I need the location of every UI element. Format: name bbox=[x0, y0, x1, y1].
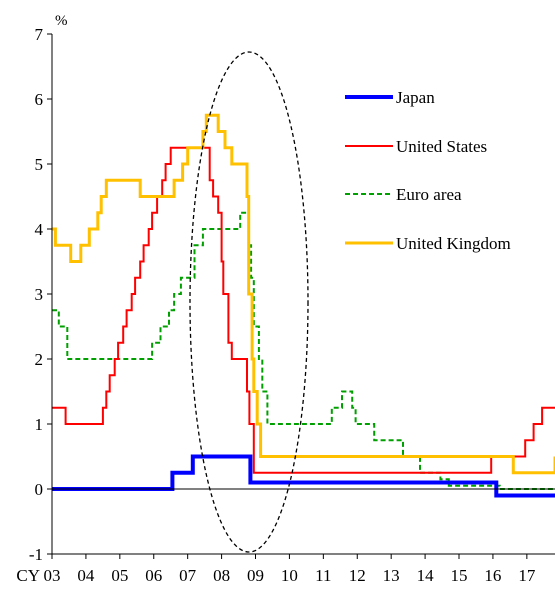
x-tick-label: 09 bbox=[247, 566, 264, 585]
y-tick-label: 2 bbox=[35, 350, 44, 369]
highlight-ellipse bbox=[189, 51, 309, 553]
x-tick-label: 10 bbox=[281, 566, 298, 585]
series-line-euro-area bbox=[52, 211, 555, 490]
x-tick-label: 14 bbox=[417, 566, 435, 585]
series-line-united-states bbox=[52, 146, 555, 474]
x-tick-label: 11 bbox=[315, 566, 331, 585]
legend-label-united-kingdom: United Kingdom bbox=[396, 234, 511, 253]
y-tick-label: 6 bbox=[35, 90, 44, 109]
y-axis-unit-label: % bbox=[55, 13, 68, 29]
x-tick-label: 16 bbox=[484, 566, 501, 585]
legend: Japan United States Euro area United Kingdo… bbox=[345, 88, 511, 253]
y-tick-label: 7 bbox=[35, 25, 44, 44]
y-tick-label: 0 bbox=[35, 480, 44, 499]
y-tick-label: 5 bbox=[35, 155, 44, 174]
legend-label-japan: Japan bbox=[396, 88, 435, 107]
series-line-japan bbox=[52, 454, 555, 498]
x-tick-label: 06 bbox=[145, 566, 162, 585]
axes bbox=[47, 33, 555, 559]
y-tick-label: -1 bbox=[29, 545, 43, 564]
x-tick-label: 03 bbox=[44, 566, 61, 585]
legend-label-united-states: United States bbox=[396, 137, 487, 156]
x-tick-label: 05 bbox=[111, 566, 128, 585]
x-tick-label: 08 bbox=[213, 566, 230, 585]
y-tick-label: 1 bbox=[35, 415, 44, 434]
y-tick-label: 3 bbox=[35, 285, 44, 304]
x-tick-label: 12 bbox=[349, 566, 366, 585]
x-tick-label: 15 bbox=[451, 566, 468, 585]
y-tick-label: 4 bbox=[35, 220, 44, 239]
series-line-united-kingdom bbox=[52, 113, 555, 475]
plot-lines bbox=[52, 113, 555, 498]
x-tick-label: 17 bbox=[518, 566, 536, 585]
x-tick-label: 07 bbox=[179, 566, 197, 585]
legend-label-euro-area: Euro area bbox=[396, 185, 462, 204]
x-tick-label: 13 bbox=[383, 566, 400, 585]
x-axis-prefix-label: CY bbox=[16, 566, 40, 585]
x-tick-label: 04 bbox=[77, 566, 95, 585]
